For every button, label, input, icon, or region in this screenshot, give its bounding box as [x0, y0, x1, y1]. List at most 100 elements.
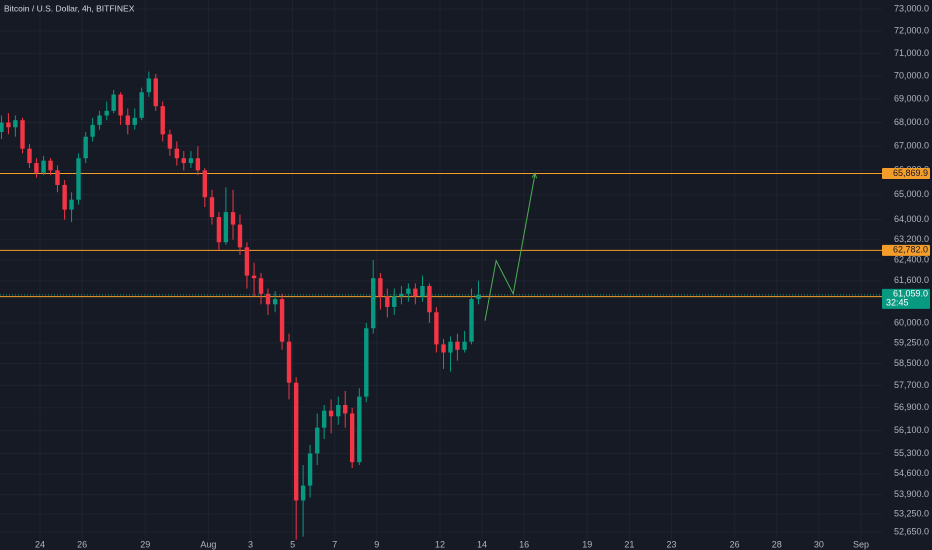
- y-tick-label: 56,100.0: [894, 425, 929, 435]
- candle-body: [279, 299, 285, 342]
- y-tick-label: 67,000.0: [894, 141, 929, 151]
- candle-body: [41, 160, 46, 173]
- candle-body: [434, 312, 439, 345]
- candle-body: [237, 224, 243, 248]
- y-tick-label: 63,200.0: [894, 234, 929, 244]
- candle-body: [132, 117, 137, 125]
- axes: 73,000.0 72,000.0 71,000.0 70,000.0 69,000.0…: [35, 3, 930, 549]
- candle-body: [0, 122, 4, 132]
- candle-body: [469, 299, 474, 342]
- x-tick-label: 7: [332, 539, 337, 549]
- candle-body: [448, 341, 453, 353]
- candle-body: [202, 170, 208, 198]
- x-tick-label: 3: [248, 539, 253, 549]
- level-label: 65,869.9: [893, 168, 928, 178]
- candle-body: [188, 158, 194, 164]
- candle-body: [258, 278, 264, 294]
- candle-body: [315, 427, 320, 454]
- candle-body: [139, 92, 144, 118]
- level-label-box: [882, 167, 930, 179]
- candle-body: [378, 278, 383, 297]
- x-tick-label: 24: [35, 539, 45, 549]
- candle-body: [343, 405, 348, 414]
- y-tick-label: 68,000.0: [894, 117, 929, 127]
- candle-body: [455, 341, 460, 350]
- x-tick-label: 29: [140, 539, 150, 549]
- candle-body: [209, 197, 215, 218]
- x-tick-label: 28: [772, 539, 782, 549]
- candle-body: [293, 382, 299, 501]
- candle-body: [476, 294, 481, 300]
- candle-body: [90, 124, 95, 137]
- x-tick-label: 21: [624, 539, 634, 549]
- candle-body: [20, 120, 25, 149]
- grid: [0, 0, 882, 540]
- candle-body: [462, 341, 467, 350]
- candle-body: [97, 115, 102, 125]
- y-tick-label: 52,650.0: [894, 526, 929, 536]
- x-tick-label: 30: [814, 539, 824, 549]
- y-tick-label: 54,600.0: [894, 468, 929, 478]
- candle-body: [160, 106, 165, 135]
- time-axis: [0, 540, 882, 550]
- x-tick-label: 19: [582, 539, 592, 549]
- y-tick-label: 71,000.0: [894, 48, 929, 58]
- candle-body: [272, 299, 278, 305]
- candle-body: [146, 78, 152, 93]
- x-tick-label: Sep: [853, 539, 869, 549]
- candle-body: [167, 134, 173, 149]
- x-tick-label: 16: [519, 539, 529, 549]
- candle-body: [300, 485, 306, 501]
- x-tick-label: 26: [77, 539, 87, 549]
- candle-body: [427, 285, 432, 313]
- y-tick-label: 61,600.0: [894, 275, 929, 285]
- candle-body: [76, 158, 81, 200]
- levels: [0, 172, 882, 298]
- candle-body: [286, 341, 292, 383]
- candle-body: [307, 453, 313, 486]
- candle-body: [48, 160, 53, 171]
- y-tick-label: 53,250.0: [894, 508, 929, 518]
- y-tick-label: 53,900.0: [894, 489, 929, 499]
- level-label-box: [882, 244, 930, 256]
- x-tick-label: 14: [477, 539, 487, 549]
- candle-body: [55, 170, 60, 185]
- candle-body: [265, 293, 271, 305]
- price-axis: [882, 0, 932, 550]
- candle-body: [321, 410, 327, 428]
- candle-body: [392, 296, 397, 307]
- candle-body: [364, 328, 369, 397]
- candle-body: [181, 158, 186, 164]
- candle-body: [328, 410, 334, 417]
- projection-line: [484, 173, 536, 321]
- y-tick-label: 73,000.0: [894, 3, 929, 13]
- y-tick-label: 62,400.0: [894, 254, 929, 264]
- level-label: 62,782.0: [893, 245, 928, 255]
- y-tick-label: 65,000.0: [894, 189, 929, 199]
- candles: [0, 71, 481, 540]
- y-tick-label: 56,900.0: [894, 402, 929, 412]
- overlay: [484, 172, 538, 321]
- x-tick-label: 26: [730, 539, 740, 549]
- candle-body: [441, 344, 446, 353]
- y-tick-label: 59,250.0: [894, 337, 929, 347]
- candle-body: [34, 163, 39, 173]
- y-tick-label: 58,500.0: [894, 358, 929, 368]
- candle-body: [251, 275, 257, 279]
- candle-body: [244, 247, 250, 276]
- x-tick-label: 23: [666, 539, 676, 549]
- y-tick-label: 55,300.0: [894, 448, 929, 458]
- y-tick-label: 72,000.0: [894, 25, 929, 35]
- candle-body: [118, 94, 123, 116]
- candle-body: [111, 94, 116, 111]
- x-tick-label: 12: [435, 539, 445, 549]
- candle-body: [104, 110, 109, 116]
- candle-body: [399, 293, 404, 297]
- candle-body: [69, 199, 74, 210]
- candle-body: [349, 413, 355, 463]
- candle-body: [174, 148, 180, 159]
- candle-body: [6, 122, 11, 128]
- candle-body: [216, 217, 222, 243]
- projection-arrowhead: [531, 172, 538, 179]
- x-tick-label: Aug: [200, 539, 216, 549]
